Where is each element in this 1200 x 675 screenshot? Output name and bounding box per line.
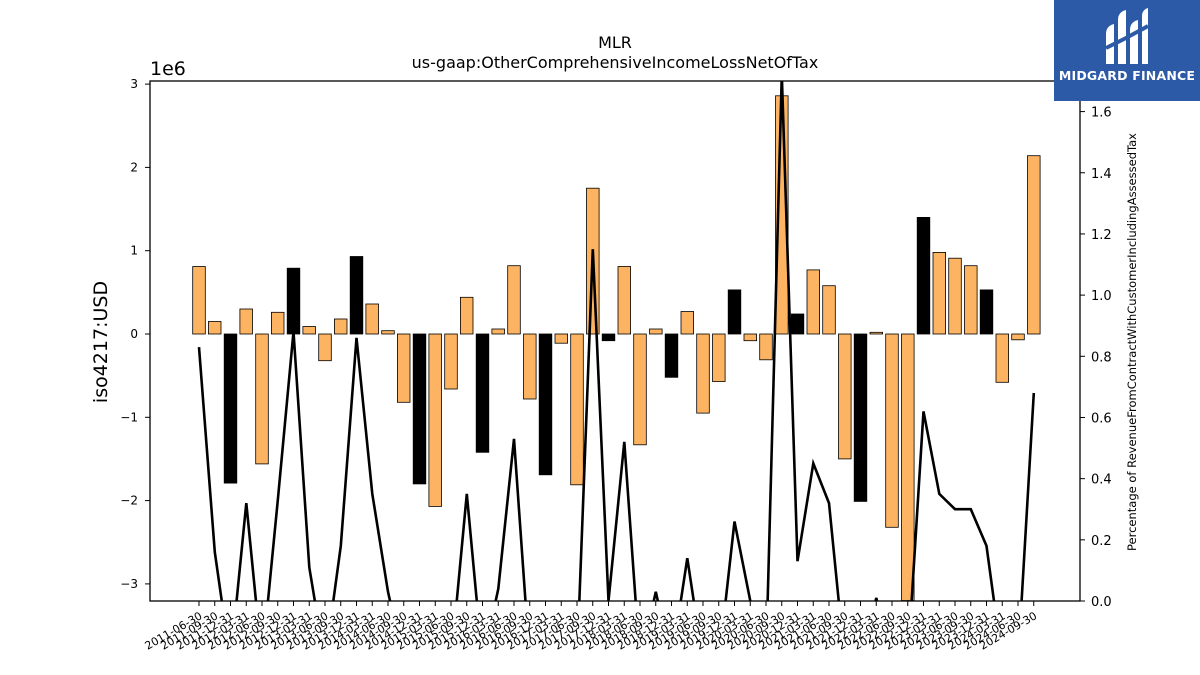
- y-tick-label: 2: [130, 160, 138, 174]
- bar: [523, 333, 537, 400]
- bar: [696, 333, 710, 414]
- bar: [507, 265, 521, 335]
- bar: [318, 333, 332, 362]
- y2-tick-label: 1.0: [1091, 289, 1112, 304]
- y-tick-label: 1: [130, 244, 138, 258]
- bar: [885, 333, 899, 528]
- bar-series: [192, 95, 1041, 601]
- bar: [239, 308, 253, 335]
- bar: [838, 333, 852, 460]
- bar: [491, 328, 505, 335]
- y-tick-label: −1: [120, 410, 138, 424]
- y-ticks: 3 2 1 0 −1 −2 −3: [120, 77, 150, 591]
- bar: [649, 328, 663, 335]
- bar: [286, 267, 301, 335]
- bar: [995, 333, 1010, 383]
- y2-tick-label: 0.2: [1091, 534, 1112, 549]
- bar: [712, 333, 726, 382]
- y2-tick-label: 0.8: [1091, 350, 1112, 365]
- bar: [412, 333, 427, 485]
- bar: [1027, 155, 1041, 335]
- bar: [428, 333, 442, 507]
- bar: [932, 251, 947, 335]
- line-series: [197, 81, 1036, 601]
- y2-ticks: 0.0 0.2 0.4 0.6 0.8 1.0 1.2 1.4 1.6: [1080, 106, 1112, 610]
- brand-mark-icon: [1105, 8, 1149, 64]
- chart-title: MLR: [598, 33, 632, 52]
- y-axis-label: iso4217:USD: [90, 281, 112, 403]
- bar: [538, 333, 553, 476]
- brand-name: MIDGARD FINANCE: [1058, 68, 1196, 83]
- bar: [790, 313, 805, 335]
- x-ticks: 2011-06-302011-09-302011-12-312012-03-31…: [143, 601, 1039, 653]
- bar: [901, 333, 915, 601]
- bar: [948, 257, 962, 335]
- bar: [270, 311, 285, 335]
- bar: [759, 333, 773, 361]
- y-multiplier: 1e6: [150, 58, 186, 80]
- bar: [743, 333, 758, 342]
- bar: [964, 265, 978, 335]
- y2-tick-label: 0.6: [1091, 411, 1112, 426]
- bar: [680, 311, 695, 335]
- bar: [365, 303, 379, 335]
- bar: [979, 289, 994, 335]
- y2-tick-label: 1.6: [1091, 106, 1112, 121]
- bar: [444, 333, 458, 390]
- bar: [207, 321, 222, 335]
- y2-tick-label: 1.2: [1091, 228, 1112, 243]
- bar: [333, 318, 348, 335]
- brand-logo: MIDGARD FINANCE: [1054, 0, 1200, 101]
- bar: [192, 266, 206, 335]
- bar: [822, 285, 836, 335]
- y-tick-label: −2: [120, 494, 138, 508]
- bar: [255, 333, 269, 465]
- y-tick-label: 0: [130, 327, 138, 341]
- bar: [349, 256, 364, 335]
- y2-tick-label: 0.4: [1091, 473, 1112, 488]
- bar: [554, 333, 569, 344]
- y2-tick-label: 1.4: [1091, 167, 1112, 182]
- bar: [869, 331, 884, 335]
- bar: [601, 333, 616, 342]
- bar: [570, 333, 584, 486]
- y-tick-label: 3: [130, 77, 138, 91]
- plot-frame: [149, 80, 1081, 602]
- bar: [806, 269, 821, 335]
- y2-axis-label: Percentage of RevenueFromContractWithCus…: [1125, 133, 1139, 551]
- bar: [475, 333, 490, 453]
- bar: [223, 333, 238, 484]
- y2-tick-label: 0.0: [1091, 595, 1112, 610]
- chart-subtitle: us-gaap:OtherComprehensiveIncomeLossNetO…: [412, 53, 819, 72]
- bar: [381, 330, 395, 335]
- ratio-line: [197, 81, 1036, 601]
- bar: [916, 216, 931, 335]
- bar: [853, 333, 868, 502]
- bar: [727, 289, 742, 335]
- bar: [633, 333, 647, 446]
- bar: [396, 333, 411, 403]
- y-tick-label: −3: [120, 577, 138, 591]
- bar: [302, 326, 316, 335]
- bar: [1011, 333, 1025, 341]
- bar: [617, 266, 632, 335]
- bar: [459, 296, 474, 335]
- bar: [664, 333, 679, 378]
